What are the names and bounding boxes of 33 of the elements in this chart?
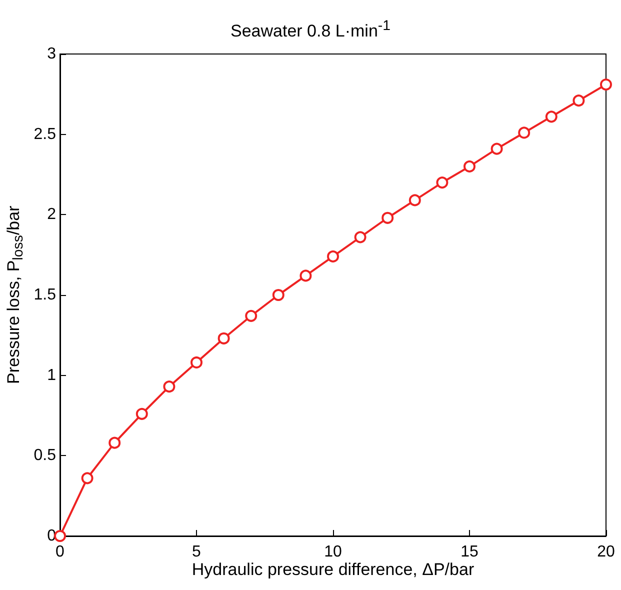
point (245, 310, 258, 322)
chart-title: Seawater 0.8 L·min$^{-1}$ (230, 18, 392, 42)
point (572, 94, 585, 107)
point (518, 126, 530, 139)
point (190, 356, 202, 368)
y-tick-label: 1.5 (34, 286, 56, 304)
point (354, 231, 366, 244)
y-tick-label: 3 (47, 46, 56, 62)
point (327, 250, 339, 262)
x-tick-label: 5 (192, 544, 202, 560)
point (490, 142, 503, 155)
x-tick-label: 15 (460, 544, 478, 560)
point (218, 332, 230, 344)
point (382, 212, 394, 224)
point (163, 380, 176, 393)
y-tick-label: 2.5 (34, 126, 56, 143)
point (464, 160, 476, 172)
point (545, 110, 558, 123)
point (108, 436, 121, 449)
point (272, 289, 284, 301)
point (436, 176, 448, 189)
point (81, 472, 94, 484)
point (300, 270, 312, 282)
y-tick-label: 1 (47, 366, 56, 384)
point (54, 530, 66, 542)
point (600, 78, 612, 91)
y-tick-label: 0.5 (34, 447, 56, 464)
point (136, 408, 148, 420)
x-tick-label: 10 (324, 544, 342, 560)
point (408, 194, 421, 206)
x-tick-label: 20 (597, 544, 615, 560)
x-axis-title: Hydraulic pressure difference, ΔP/bar (190, 560, 476, 580)
y-tick-label: 2 (47, 206, 56, 224)
